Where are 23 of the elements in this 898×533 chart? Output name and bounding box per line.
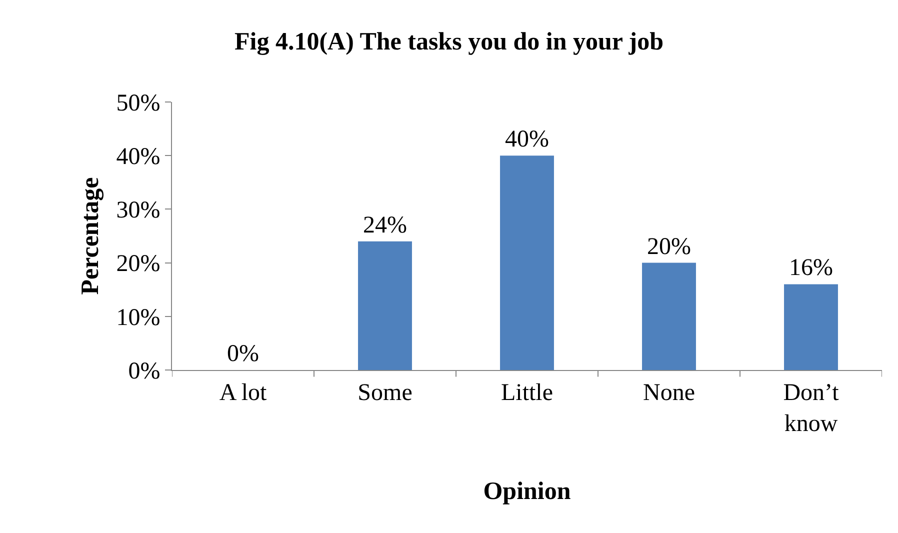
- bar: [784, 284, 838, 370]
- x-tick-label: None: [643, 380, 695, 406]
- y-tick-label: 20%: [116, 251, 160, 278]
- data-label: 24%: [363, 212, 407, 238]
- bar: [500, 156, 554, 370]
- bar: [642, 262, 696, 370]
- y-tick-label: 0%: [128, 358, 160, 384]
- bar: [358, 241, 412, 370]
- x-tick-label: Don’t know: [783, 380, 840, 437]
- data-label: 40%: [505, 126, 549, 153]
- x-tick-label: Little: [501, 380, 553, 406]
- y-tick-label: 50%: [116, 90, 160, 116]
- y-tick-label: 30%: [116, 198, 160, 224]
- data-label: 20%: [647, 234, 691, 260]
- x-axis-title: Opinion: [483, 478, 571, 505]
- y-tick-label: 10%: [116, 304, 160, 331]
- y-tick-label: 40%: [116, 144, 160, 170]
- data-label: 16%: [789, 255, 833, 282]
- y-axis-title: Percentage: [76, 177, 104, 295]
- chart-title: Fig 4.10(A) The tasks you do in your job: [234, 28, 664, 56]
- x-tick-label: A lot: [219, 380, 268, 406]
- data-label: 0%: [227, 341, 259, 367]
- x-tick-label: Some: [358, 380, 412, 406]
